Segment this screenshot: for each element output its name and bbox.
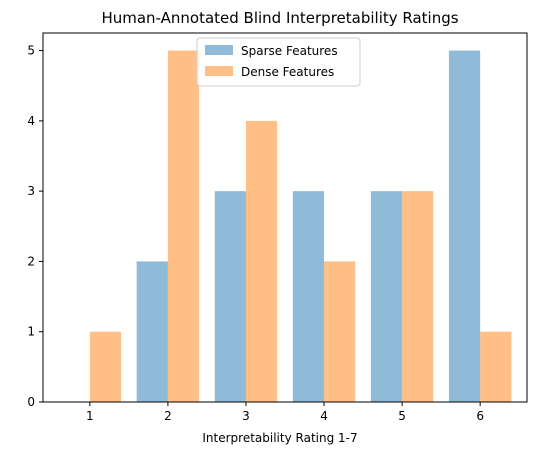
y-tick-label: 5 [27, 44, 35, 58]
x-tick-label: 2 [164, 409, 172, 423]
x-tick-label: 4 [320, 409, 328, 423]
y-tick-label: 3 [27, 184, 35, 198]
legend-swatch-dense [205, 66, 233, 76]
y-tick-label: 0 [27, 395, 35, 409]
bar-dense-5 [402, 191, 433, 402]
bar-sparse-2 [137, 261, 168, 402]
bar-sparse-3 [215, 191, 246, 402]
x-tick-label: 5 [398, 409, 406, 423]
legend-swatch-sparse [205, 45, 233, 55]
x-tick-label: 3 [242, 409, 250, 423]
y-tick-label: 1 [27, 325, 35, 339]
chart-title: Human-Annotated Blind Interpretability R… [101, 9, 458, 27]
x-tick-label: 1 [86, 409, 94, 423]
bar-dense-4 [324, 261, 355, 402]
legend: Sparse Features Dense Features [197, 38, 360, 86]
bar-dense-1 [90, 332, 121, 402]
legend-label-sparse: Sparse Features [241, 44, 338, 58]
bars-group [90, 51, 512, 402]
bar-dense-6 [480, 332, 511, 402]
bar-sparse-4 [293, 191, 324, 402]
legend-label-dense: Dense Features [241, 65, 334, 79]
bar-dense-2 [168, 51, 199, 402]
bar-dense-3 [246, 121, 277, 402]
bar-sparse-6 [449, 51, 480, 402]
x-axis-label: Interpretability Rating 1-7 [202, 431, 357, 445]
x-tick-label: 6 [476, 409, 484, 423]
y-tick-label: 2 [27, 254, 35, 268]
bar-sparse-5 [371, 191, 402, 402]
y-tick-label: 4 [27, 114, 35, 128]
